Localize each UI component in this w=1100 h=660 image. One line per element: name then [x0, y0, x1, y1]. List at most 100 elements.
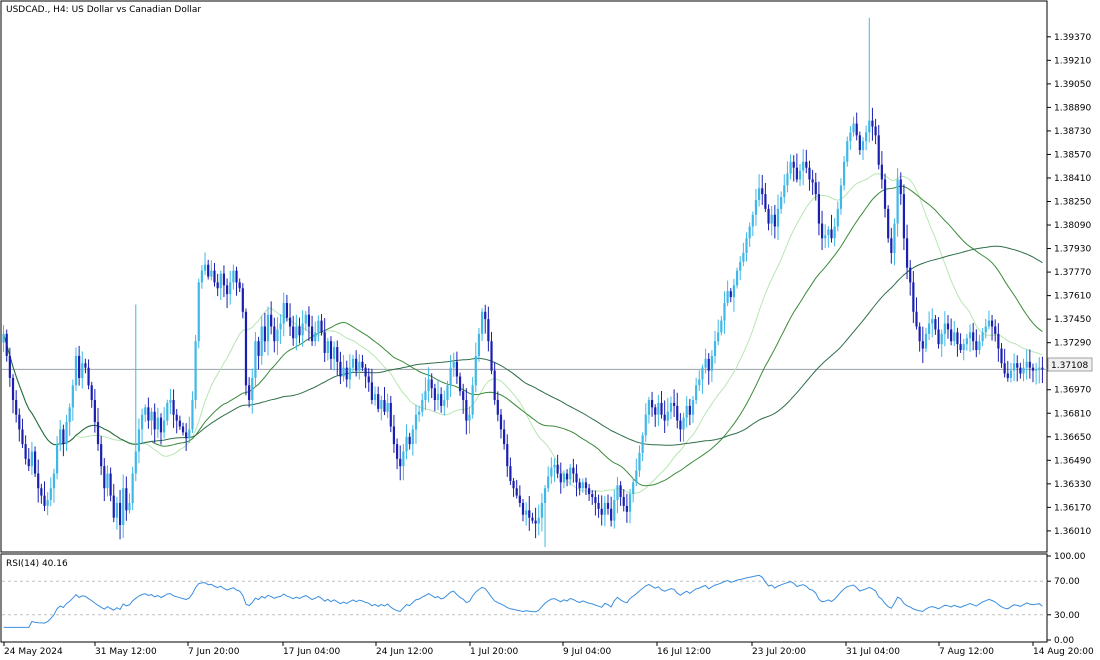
candle [764, 182, 767, 212]
candle-body [905, 238, 909, 268]
candle [918, 322, 921, 352]
candle [260, 315, 263, 365]
candle-body [893, 223, 896, 253]
candle [285, 294, 288, 322]
candle [427, 367, 430, 403]
candle [688, 398, 691, 426]
candle [298, 317, 301, 344]
candle [122, 474, 125, 539]
candle-body [669, 402, 673, 412]
candle [691, 395, 695, 423]
candle [462, 383, 465, 414]
candle [43, 481, 46, 512]
candle-body [424, 391, 427, 401]
candle [153, 403, 156, 443]
price-tick-label: 1.38250 [1054, 198, 1091, 208]
candle-body [767, 208, 770, 224]
candle [603, 495, 606, 527]
candle-body [591, 494, 594, 498]
candle-body [783, 185, 786, 198]
candle-body [773, 214, 776, 227]
candle-body [503, 429, 506, 445]
candle-body [745, 238, 748, 253]
ma-mid-line [3, 185, 1043, 487]
candle-body [518, 495, 521, 503]
candle-body [477, 333, 481, 356]
candle [1000, 343, 1003, 368]
candle [78, 345, 81, 386]
candle-body [348, 367, 351, 380]
candle-body [997, 333, 1000, 349]
price-tick-label: 1.36170 [1054, 503, 1091, 513]
candle-body [389, 402, 392, 427]
candle [282, 292, 285, 337]
candle-body [251, 377, 254, 401]
candle [956, 327, 959, 357]
candle [235, 266, 238, 296]
candle-body [100, 444, 103, 467]
price-tick-label: 1.37930 [1054, 245, 1091, 255]
candle-body [780, 197, 783, 209]
candle [74, 347, 78, 392]
candle-body [377, 394, 380, 409]
price-tick-label: 1.38730 [1054, 127, 1091, 137]
candle-body [241, 288, 244, 312]
ma-fast-line [3, 173, 1043, 495]
candle [197, 278, 200, 349]
candle [792, 155, 795, 182]
candle-body [726, 291, 729, 303]
candle-body [543, 488, 547, 503]
candle [213, 262, 216, 287]
candle-body [720, 320, 723, 333]
candle-body [622, 497, 625, 506]
candle-body [610, 508, 613, 521]
candle [625, 493, 628, 523]
candle [499, 408, 503, 439]
candle [106, 465, 109, 497]
candle-body [673, 402, 676, 406]
candle [606, 494, 610, 515]
time-tick-label: 1 Jul 20:00 [470, 647, 519, 657]
candle-body [994, 326, 997, 334]
candle-body [185, 432, 188, 439]
candle-body [301, 323, 304, 336]
candle [411, 424, 414, 456]
moving-averages [3, 173, 1043, 495]
candle-body [169, 400, 172, 403]
candle-body [663, 414, 666, 421]
candle-body [713, 341, 717, 356]
candle-body [855, 123, 858, 136]
candle-body [978, 341, 981, 351]
price-tick-label: 1.39210 [1054, 56, 1091, 66]
candle-body [452, 361, 455, 368]
candle-body [216, 282, 219, 289]
candle [225, 278, 229, 309]
candle-body [433, 388, 436, 401]
candle-body [613, 500, 616, 521]
candle-body [820, 223, 824, 239]
candle [503, 419, 506, 450]
candle [270, 301, 273, 335]
candle [383, 387, 386, 416]
candle [565, 469, 569, 487]
candle [852, 116, 855, 137]
candle [200, 264, 204, 289]
price-axis: 1.39370 1.39210 1.39050 1.38890 1.38730 1.385… [1047, 33, 1091, 537]
candle [241, 283, 244, 319]
candle-body [109, 473, 112, 496]
candle [525, 502, 528, 526]
candle [628, 488, 632, 524]
candle-body [685, 405, 688, 418]
candle [994, 319, 997, 342]
candle-body [181, 426, 185, 433]
candle-body [588, 488, 591, 495]
candle-body [556, 464, 559, 474]
candle-body [968, 332, 972, 339]
candle-body [934, 319, 937, 330]
candle-body [27, 458, 30, 467]
candle [839, 178, 843, 215]
candle-body [37, 473, 40, 489]
candle-body [81, 363, 84, 378]
candle [559, 462, 562, 494]
